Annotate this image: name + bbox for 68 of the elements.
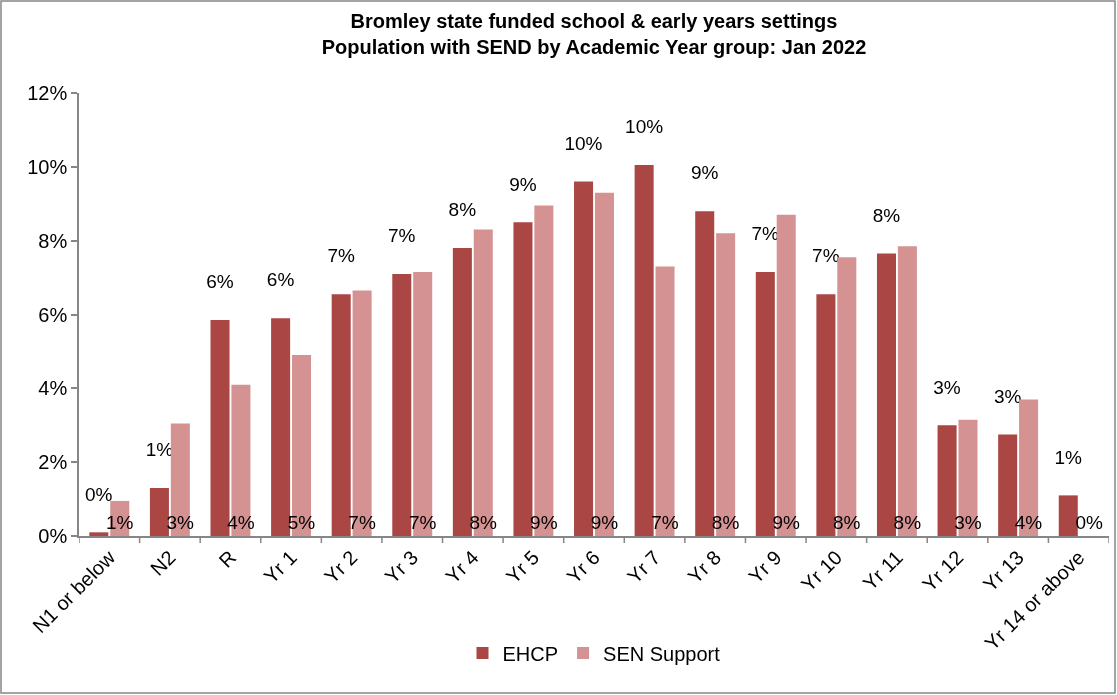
x-tick-label: Yr 3 [380,546,423,588]
x-tick-label: Yr 13 [978,546,1029,596]
data-label: 1% [105,512,134,533]
data-label: 9% [509,173,537,195]
x-tick-label: Yr 9 [744,546,786,588]
data-label: 7% [348,512,376,533]
data-label: 3% [933,376,961,398]
data-label: 1% [1054,446,1083,468]
bar [149,488,169,536]
data-label: 8% [711,512,740,533]
data-label: 6% [206,271,234,293]
x-tick-label: Yr 5 [501,546,544,588]
x-tick-label: Yr 2 [320,546,362,588]
bar [755,272,775,536]
x-tick-label: Yr 11 [858,546,907,595]
legend-label: SEN Support [603,642,721,665]
bar [1058,495,1078,536]
data-label: 7% [812,245,840,267]
y-tick-label: 0% [38,525,68,547]
y-tick-label: 4% [38,377,68,400]
bar [634,164,654,536]
legend-label: EHCP [502,642,559,665]
bar [937,425,957,536]
data-label: 7% [651,512,679,533]
data-label: 10% [564,132,603,154]
data-label: 9% [690,162,719,184]
bar [89,532,109,536]
x-tick-label: R [214,546,241,572]
data-label: 8% [448,199,477,221]
data-label: 9% [530,512,558,533]
bar [876,253,896,536]
data-label: 6% [266,269,295,291]
data-label: 4% [1014,512,1043,533]
data-label: 3% [993,385,1022,407]
bar [392,273,412,536]
data-label: 8% [833,512,861,533]
data-label: 3% [166,512,195,533]
data-label: 4% [227,512,255,533]
data-label: 8% [893,512,922,533]
bar [331,294,351,536]
bar [513,222,533,536]
data-label: 9% [590,512,619,533]
data-label: 7% [388,225,416,247]
bar [452,248,472,536]
data-label: 9% [772,512,800,533]
x-tick-label: Yr 8 [683,546,726,588]
x-tick-label: Yr 10 [796,546,847,596]
y-tick-label: 12% [27,82,68,104]
bar [816,294,836,536]
x-tick-label: Yr 12 [918,546,968,596]
chart-title: Bromley state funded school & early years settings Population with SEND by Academic Year group: Jan 2022 [321,10,867,58]
data-label: 0% [85,483,113,505]
data-label: 8% [872,204,901,226]
x-tick-label: Yr 6 [562,546,604,588]
data-label: 3% [954,512,982,533]
y-tick-label: 8% [38,229,68,252]
data-label: 7% [408,512,437,533]
x-tick-label: Yr 1 [259,546,301,588]
y-tick-label: 6% [38,303,68,326]
data-label: 5% [287,512,316,533]
data-label: 7% [327,245,355,267]
y-tick-label: 2% [38,451,68,474]
x-tick-label: Yr 7 [622,546,665,588]
data-label: 8% [469,512,498,533]
x-tick-label: N2 [146,546,180,580]
data-label: 10% [625,116,664,138]
x-tick-label: Yr 4 [441,546,483,588]
y-tick-label: 10% [27,155,68,178]
